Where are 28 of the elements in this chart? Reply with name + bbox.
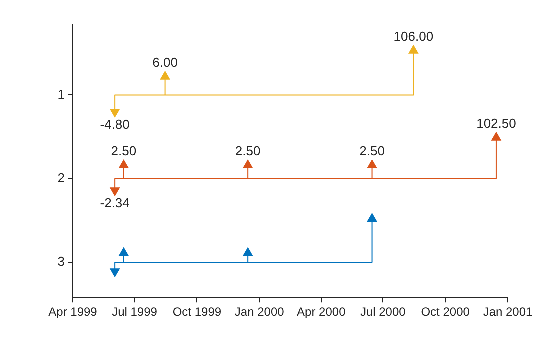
x-tick-label: Apr 1999	[48, 305, 98, 320]
point	[243, 160, 253, 168]
point	[367, 160, 378, 168]
point	[119, 248, 129, 256]
y-tick-label: 1	[58, 86, 65, 102]
annotation: -2.34	[100, 196, 130, 211]
annotation: 6.00	[152, 54, 178, 70]
point	[408, 45, 418, 54]
y-tick-label: 3	[58, 254, 65, 270]
annotation: 2.50	[111, 144, 137, 159]
x-tick-label: Oct 1999	[172, 305, 222, 320]
annotation: 2.50	[360, 144, 385, 159]
point	[243, 248, 253, 256]
annotation: 2.50	[235, 144, 261, 159]
x-tick-label: Jul 1999	[112, 305, 158, 320]
annotation: 102.50	[476, 116, 516, 131]
annotation: 106.00	[394, 29, 434, 44]
x-tick-label: Apr 2000	[297, 305, 346, 320]
point	[160, 71, 170, 80]
x-tick-label: Oct 2000	[421, 305, 470, 320]
y-tick-label: 2	[58, 170, 65, 186]
x-tick-label: Jul 2000	[360, 305, 406, 320]
point	[492, 132, 502, 141]
x-tick-label: Jan 2001	[483, 305, 534, 320]
x-tick-label: Jan 2000	[234, 305, 285, 320]
annotation: -4.80	[100, 117, 130, 132]
point	[119, 160, 129, 168]
point	[367, 214, 378, 222]
